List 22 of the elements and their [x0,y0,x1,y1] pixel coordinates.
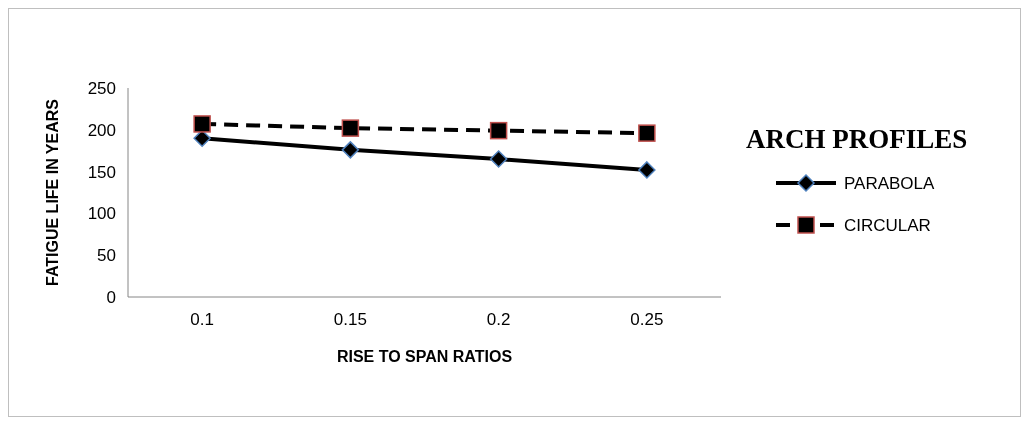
y-tick-label: 200 [87,120,116,140]
point [638,124,656,142]
y-tick-label: 250 [87,78,116,98]
x-tick-label: 0.1 [190,310,214,329]
point [489,121,508,140]
y-tick-label: 100 [87,204,116,224]
point [489,150,508,168]
y-axis-title: FATIGUE LIFE IN YEARS [44,98,61,286]
x-tick-label: 0.15 [333,310,367,329]
y-tick-label: 150 [87,162,116,182]
point [193,115,211,133]
x-tick-label: 0.2 [486,310,511,329]
point [341,119,360,137]
legend-label: PARABOLA [844,173,936,193]
x-axis-title: RISE TO SPAN RATIOS [336,348,513,365]
legend-title: ARCH PROFILES [746,124,968,154]
y-tick-label: 50 [97,246,116,266]
y-tick-label: 0 [106,287,116,307]
point [638,161,656,179]
x-tick-label: 0.25 [630,310,664,329]
point [341,141,360,159]
legend-label: CIRCULAR [844,215,931,235]
